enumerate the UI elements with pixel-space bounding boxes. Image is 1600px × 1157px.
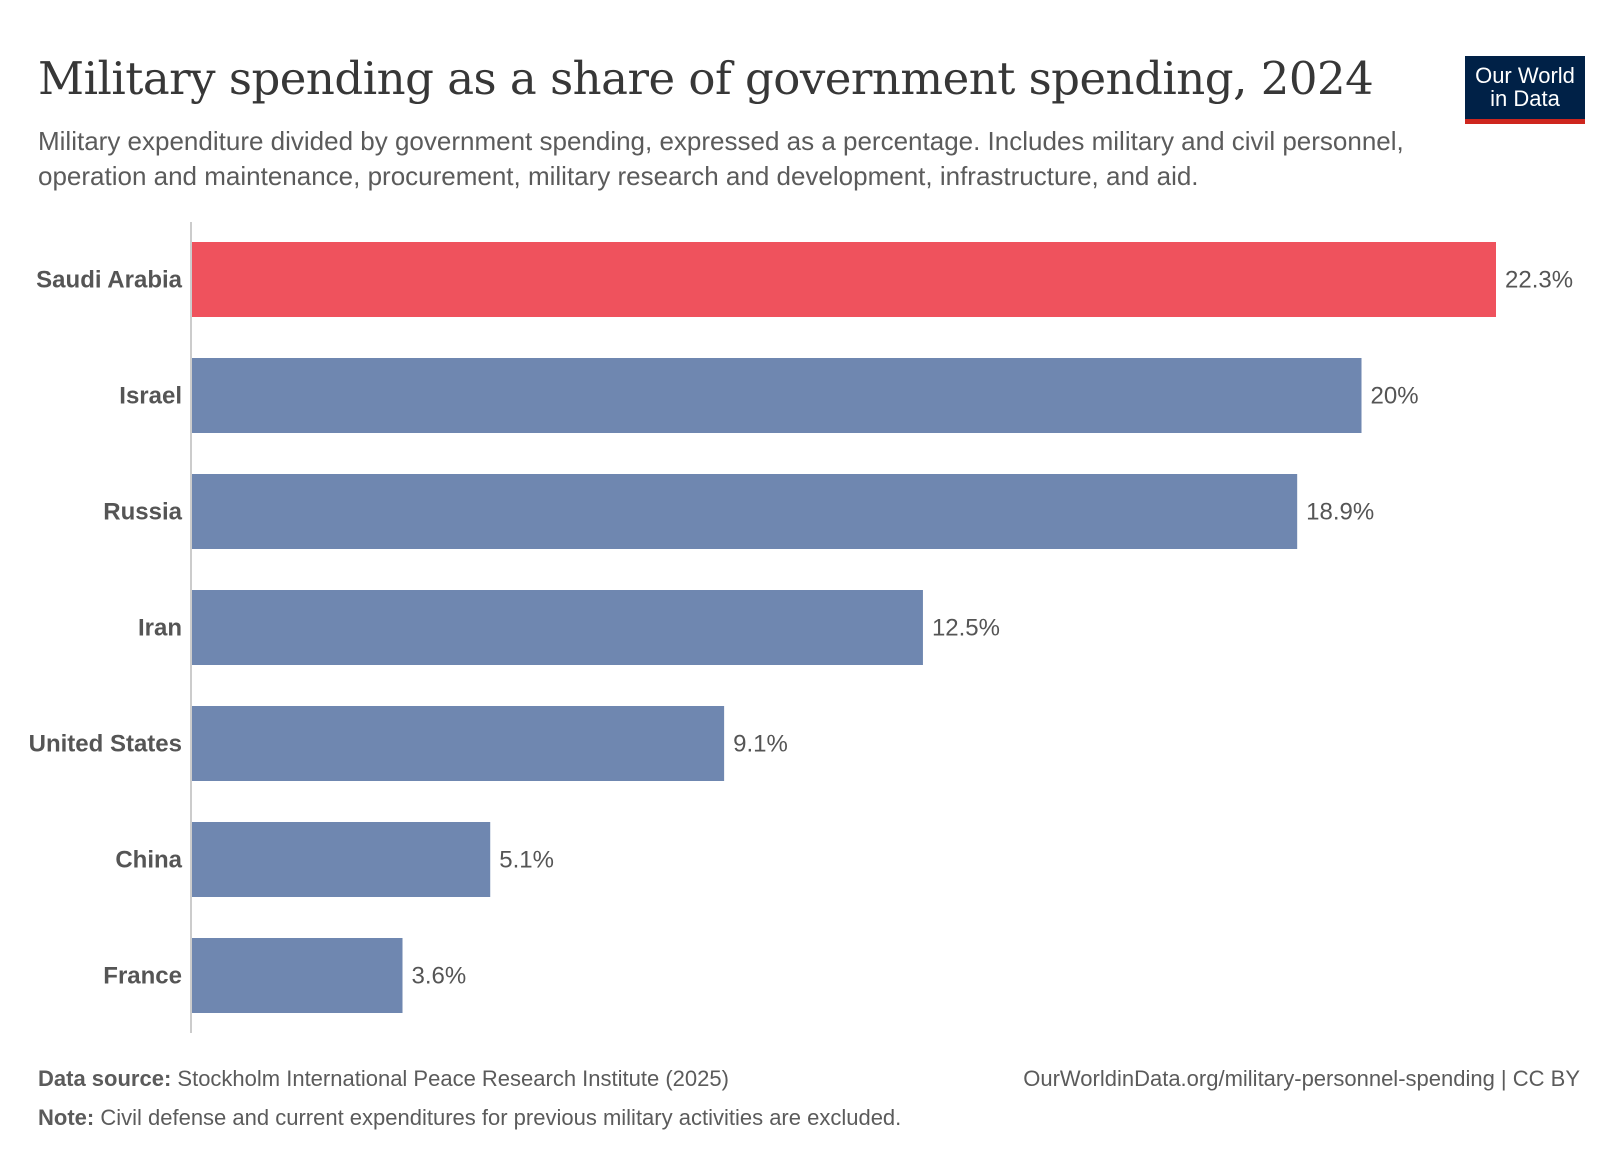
value-label: 9.1% [733, 731, 788, 758]
bar-iran[interactable] [192, 590, 923, 665]
owid-logo[interactable]: Our World in Data [1465, 56, 1585, 124]
category-label: France [103, 963, 182, 990]
source-text: Stockholm International Peace Research I… [177, 1066, 729, 1091]
value-label: 5.1% [499, 847, 554, 874]
chart-subtitle: Military expenditure divided by governme… [38, 126, 1404, 191]
note-label: Note: [38, 1105, 95, 1130]
bar-russia[interactable] [192, 474, 1298, 549]
category-label: Iran [138, 615, 182, 642]
value-label: 20% [1371, 383, 1419, 410]
value-label: 12.5% [932, 615, 1000, 642]
category-label: China [115, 847, 182, 874]
category-label: Israel [119, 383, 182, 410]
bar-china[interactable] [192, 822, 491, 897]
category-label: United States [29, 731, 182, 758]
bar-united-states[interactable] [192, 706, 725, 781]
chart-title: Military spending as a share of governme… [38, 52, 1374, 105]
bar-saudi-arabia[interactable] [192, 242, 1496, 317]
source-url[interactable]: OurWorldinData.org/military-personnel-sp… [1023, 1066, 1580, 1091]
bar-israel[interactable] [192, 358, 1362, 433]
value-label: 22.3% [1505, 267, 1573, 294]
data-source: Data source: Stockholm International Pea… [38, 1066, 729, 1092]
note-text: Civil defense and current expenditures f… [100, 1105, 902, 1130]
source-label: Data source: [38, 1066, 172, 1091]
category-label: Russia [103, 499, 182, 526]
value-label: 3.6% [412, 963, 467, 990]
bar-france[interactable] [192, 938, 403, 1013]
note: Note: Civil defense and current expendit… [38, 1105, 901, 1131]
category-label: Saudi Arabia [36, 267, 182, 294]
value-label: 18.9% [1306, 499, 1374, 526]
